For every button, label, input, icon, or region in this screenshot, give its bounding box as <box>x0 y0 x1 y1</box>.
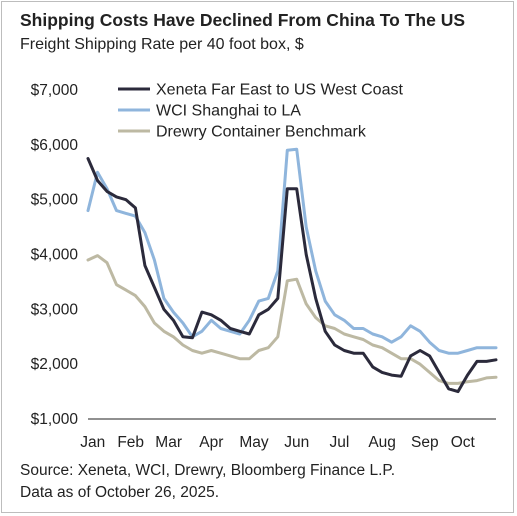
x-tick-label: Oct <box>451 434 476 451</box>
x-tick-label: May <box>239 434 269 451</box>
x-tick-label: Apr <box>199 434 223 451</box>
y-tick-label: $5,000 <box>31 192 79 209</box>
x-tick-label: Mar <box>155 434 182 451</box>
chart-title: Shipping Costs Have Declined From China … <box>20 10 466 30</box>
chart-subtitle: Freight Shipping Rate per 40 foot box, $ <box>20 36 304 53</box>
series-line-1 <box>86 147 498 355</box>
series-line-0 <box>86 157 498 394</box>
legend-label: WCI Shanghai to LA <box>156 103 301 120</box>
as-of-note: Data as of October 26, 2025. <box>20 484 220 501</box>
legend-label: Xeneta Far East to US West Coast <box>156 82 403 99</box>
y-tick-label: $2,000 <box>31 356 79 373</box>
x-tick-label: Aug <box>368 434 396 451</box>
chart-series <box>86 147 498 394</box>
x-tick-label: Jul <box>330 434 350 451</box>
y-tick-label: $4,000 <box>31 247 79 264</box>
y-tick-label: $6,000 <box>31 137 79 154</box>
source-note: Source: Xeneta, WCI, Drewry, Bloomberg F… <box>20 462 396 479</box>
x-tick-label: Jan <box>80 434 105 451</box>
y-tick-label: $3,000 <box>31 301 79 318</box>
legend-label: Drewry Container Benchmark <box>156 124 367 141</box>
x-tick-label: Sep <box>411 434 439 451</box>
y-tick-label: $7,000 <box>31 82 79 99</box>
y-tick-label: $1,000 <box>31 411 79 428</box>
x-tick-label: Feb <box>117 434 144 451</box>
series-line-2 <box>86 254 498 385</box>
chart-axes: $7,000 $6,000 $5,000 $4,000 $3,000 $2,000 $1,0… <box>31 82 496 451</box>
chart-legend: Xeneta Far East to US West Coast WCI Shan… <box>118 82 403 141</box>
x-tick-label: Jun <box>284 434 309 451</box>
